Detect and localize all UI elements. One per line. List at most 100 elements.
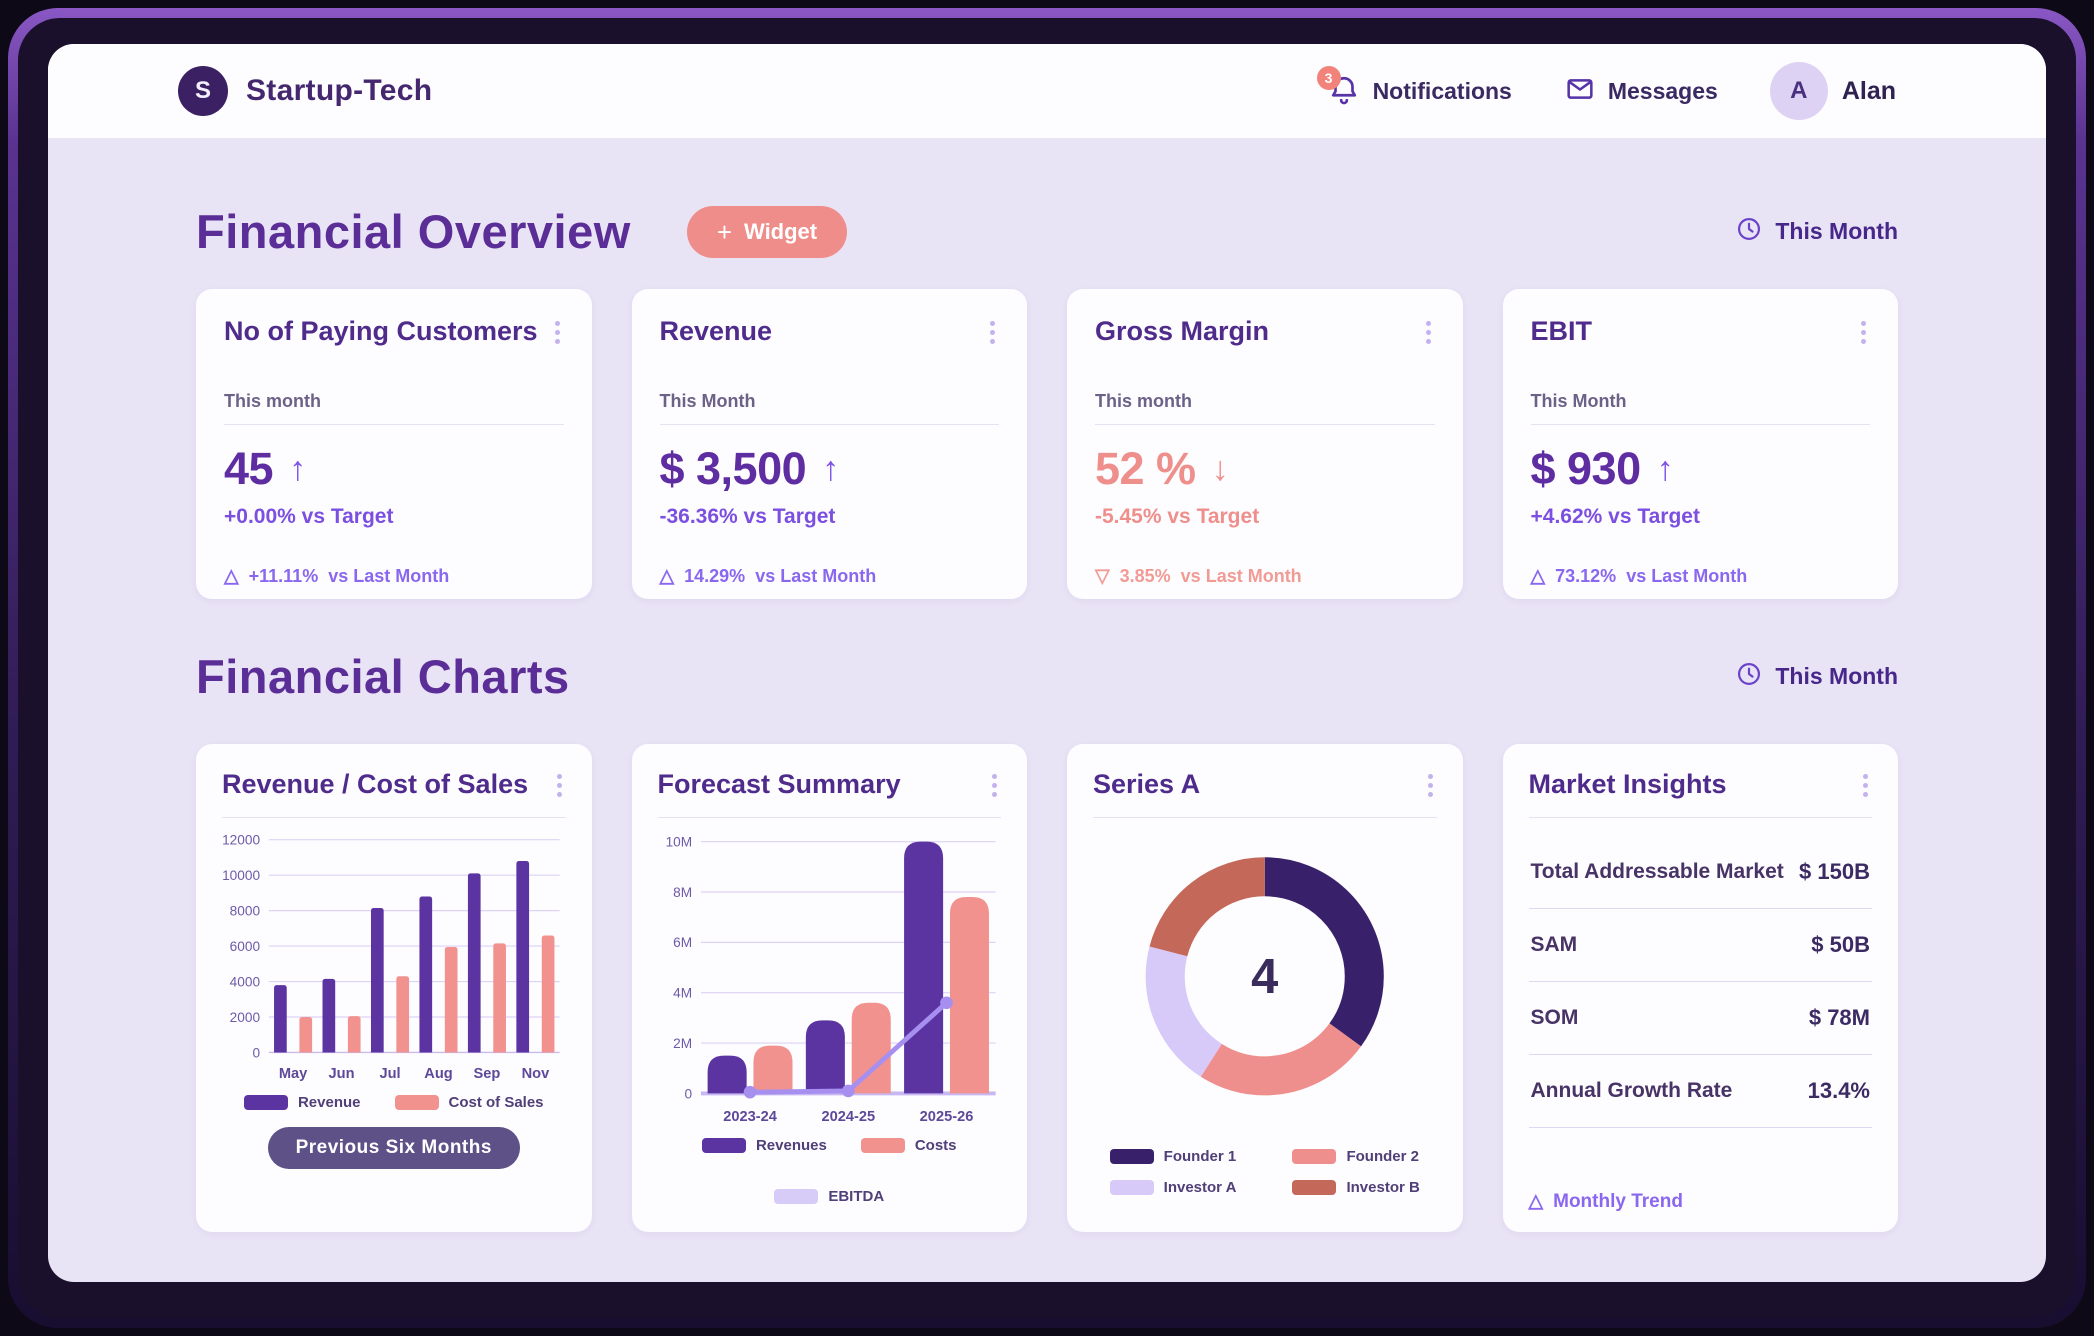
user-menu[interactable]: A Alan <box>1769 62 1896 120</box>
trend-arrow-icon: ↑ <box>1656 449 1674 488</box>
notifications-button[interactable]: 3 Notifications <box>1316 66 1512 108</box>
user-name: Alan <box>1841 76 1896 105</box>
kpi-value: 52 % <box>1095 443 1196 494</box>
forecast-bar-chart: 0 2M 4M 6M 8M 10M 2023-24 2024-25 2025-26 <box>665 835 996 1125</box>
bell-icon: 3 <box>1316 66 1361 108</box>
brand: S Startup-Tech <box>178 66 432 116</box>
kpi-vs-target: -36.36% vs Target <box>659 505 836 528</box>
previous-six-months-button[interactable]: Previous Six Months <box>267 1126 520 1169</box>
legend-item: Revenues <box>701 1137 827 1154</box>
kpi-title: Gross Margin <box>1095 316 1270 346</box>
market-insights-table: Total Addressable Market $ 150B SAM $ 50B SO… <box>1528 836 1872 1128</box>
period-selector-charts[interactable]: This Month <box>1735 660 1898 693</box>
svg-text:8000: 8000 <box>230 904 261 919</box>
kebab-menu-icon[interactable] <box>1424 768 1437 803</box>
svg-text:Jun: Jun <box>329 1066 355 1082</box>
trend-arrow-icon: ↑ <box>822 449 840 488</box>
delta-triangle-icon: △ <box>1530 566 1546 587</box>
delta-triangle-icon: △ <box>1528 1191 1544 1212</box>
svg-text:0: 0 <box>684 1086 692 1101</box>
svg-text:0: 0 <box>252 1045 260 1060</box>
chart-legend: Founder 1 Founder 2 Investor A Investor B <box>1093 1148 1437 1196</box>
svg-text:4: 4 <box>1251 950 1278 1004</box>
period-selector-overview[interactable]: This Month <box>1735 215 1898 248</box>
kpi-vs-last-month: △ 14.29% vs Last Month <box>659 566 877 587</box>
kpi-subtitle: This Month <box>1530 391 1627 411</box>
kpi-value: $ 3,500 <box>659 443 807 494</box>
legend-item: Revenue <box>243 1094 361 1111</box>
legend-item: Investor B <box>1292 1179 1420 1196</box>
kebab-menu-icon[interactable] <box>986 315 999 350</box>
kpi-vs-last-month: △ 73.12% vs Last Month <box>1530 566 1748 587</box>
chart-card-market-insights: Market Insights Total Addressable Market… <box>1502 744 1898 1232</box>
kpi-card-ebit: EBIT This Month $ 930 ↑ +4.62% vs Target… <box>1502 289 1898 599</box>
top-bar: S Startup-Tech 3 Notifications Messages … <box>48 44 2046 138</box>
chart-title: Market Insights <box>1528 769 1727 799</box>
monthly-trend-link[interactable]: △ Monthly Trend <box>1528 1190 1683 1213</box>
revenue-cost-bar-chart: 0 2000 4000 6000 8000 10000 12000 May Jun Jul Aug S… <box>222 833 560 1082</box>
chart-card-series-a: Series A 4 Founder 1 Founder 2 Investor A I… <box>1067 744 1463 1232</box>
screen-bezel: S Startup-Tech 3 Notifications Messages … <box>18 18 2076 1318</box>
notification-badge: 3 <box>1316 66 1341 90</box>
kpi-vs-target: +4.62% vs Target <box>1530 505 1700 528</box>
kebab-menu-icon[interactable] <box>553 768 566 803</box>
kpi-card-paying-customers: No of Paying Customers This month 45 ↑ +… <box>196 289 592 599</box>
notifications-label: Notifications <box>1372 77 1512 104</box>
kebab-menu-icon[interactable] <box>551 315 564 350</box>
kpi-subtitle: This month <box>224 391 321 411</box>
legend-item: Founder 1 <box>1109 1148 1237 1165</box>
kpi-card-gross-margin: Gross Margin This month 52 % ↓ -5.45% vs… <box>1067 289 1463 599</box>
svg-text:4M: 4M <box>673 986 692 1001</box>
kebab-menu-icon[interactable] <box>1422 315 1435 350</box>
kebab-menu-icon[interactable] <box>988 768 1001 803</box>
kpi-title: No of Paying Customers <box>224 316 538 346</box>
svg-text:4000: 4000 <box>230 974 261 989</box>
svg-text:May: May <box>279 1066 308 1082</box>
clock-icon <box>1735 660 1763 693</box>
chart-card-forecast-summary: Forecast Summary 0 2M 4M 6M 8M 10M 2023-24 2024… <box>631 744 1027 1232</box>
app-title: Startup-Tech <box>246 74 433 107</box>
add-widget-button[interactable]: + Widget <box>686 205 848 258</box>
messages-button[interactable]: Messages <box>1564 73 1718 110</box>
kpi-subtitle: This Month <box>659 391 756 411</box>
legend-item: Costs <box>860 1137 957 1154</box>
kpi-subtitle: This month <box>1095 391 1192 411</box>
app-logo: S <box>178 66 228 116</box>
kebab-menu-icon[interactable] <box>1857 315 1870 350</box>
legend-item: Founder 2 <box>1292 1148 1419 1165</box>
delta-triangle-icon: △ <box>224 566 239 587</box>
svg-text:10000: 10000 <box>222 868 260 883</box>
svg-text:2023-24: 2023-24 <box>723 1109 778 1125</box>
trend-arrow-icon: ↓ <box>1211 449 1229 488</box>
kpi-cards-row: No of Paying Customers This month 45 ↑ +… <box>196 289 1898 599</box>
svg-text:Jul: Jul <box>379 1066 400 1082</box>
chart-title: Forecast Summary <box>657 769 901 799</box>
device-frame: S Startup-Tech 3 Notifications Messages … <box>8 8 2086 1328</box>
svg-text:8M: 8M <box>673 885 692 900</box>
legend-item: Cost of Sales <box>394 1094 544 1111</box>
series-a-donut-chart: 4 <box>1145 857 1384 1096</box>
insight-row: SOM $ 78M <box>1528 982 1872 1055</box>
kpi-value: 45 <box>224 443 274 494</box>
svg-text:2000: 2000 <box>230 1010 261 1025</box>
app-window: S Startup-Tech 3 Notifications Messages … <box>48 44 2046 1282</box>
clock-icon <box>1735 215 1763 248</box>
svg-text:Aug: Aug <box>424 1066 452 1082</box>
trend-arrow-icon: ↑ <box>289 449 307 488</box>
kebab-menu-icon[interactable] <box>1859 768 1872 803</box>
delta-triangle-icon: ▽ <box>1095 566 1110 587</box>
envelope-icon <box>1564 73 1596 110</box>
svg-text:2M: 2M <box>673 1036 692 1051</box>
insight-row: SAM $ 50B <box>1528 909 1872 982</box>
chart-cards-row: Revenue / Cost of Sales 0 2000 4000 6000 800… <box>196 744 1898 1232</box>
chart-card-revenue-cost: Revenue / Cost of Sales 0 2000 4000 6000 800… <box>196 744 592 1232</box>
kpi-title: Revenue <box>659 316 773 346</box>
avatar: A <box>1769 62 1828 120</box>
svg-text:2024-25: 2024-25 <box>821 1109 875 1125</box>
messages-label: Messages <box>1607 77 1718 104</box>
plus-icon: + <box>716 216 732 247</box>
chart-title: Series A <box>1093 769 1201 799</box>
svg-text:6M: 6M <box>673 935 692 950</box>
svg-text:10M: 10M <box>665 835 692 850</box>
section-title-financial-charts: Financial Charts <box>196 650 570 703</box>
